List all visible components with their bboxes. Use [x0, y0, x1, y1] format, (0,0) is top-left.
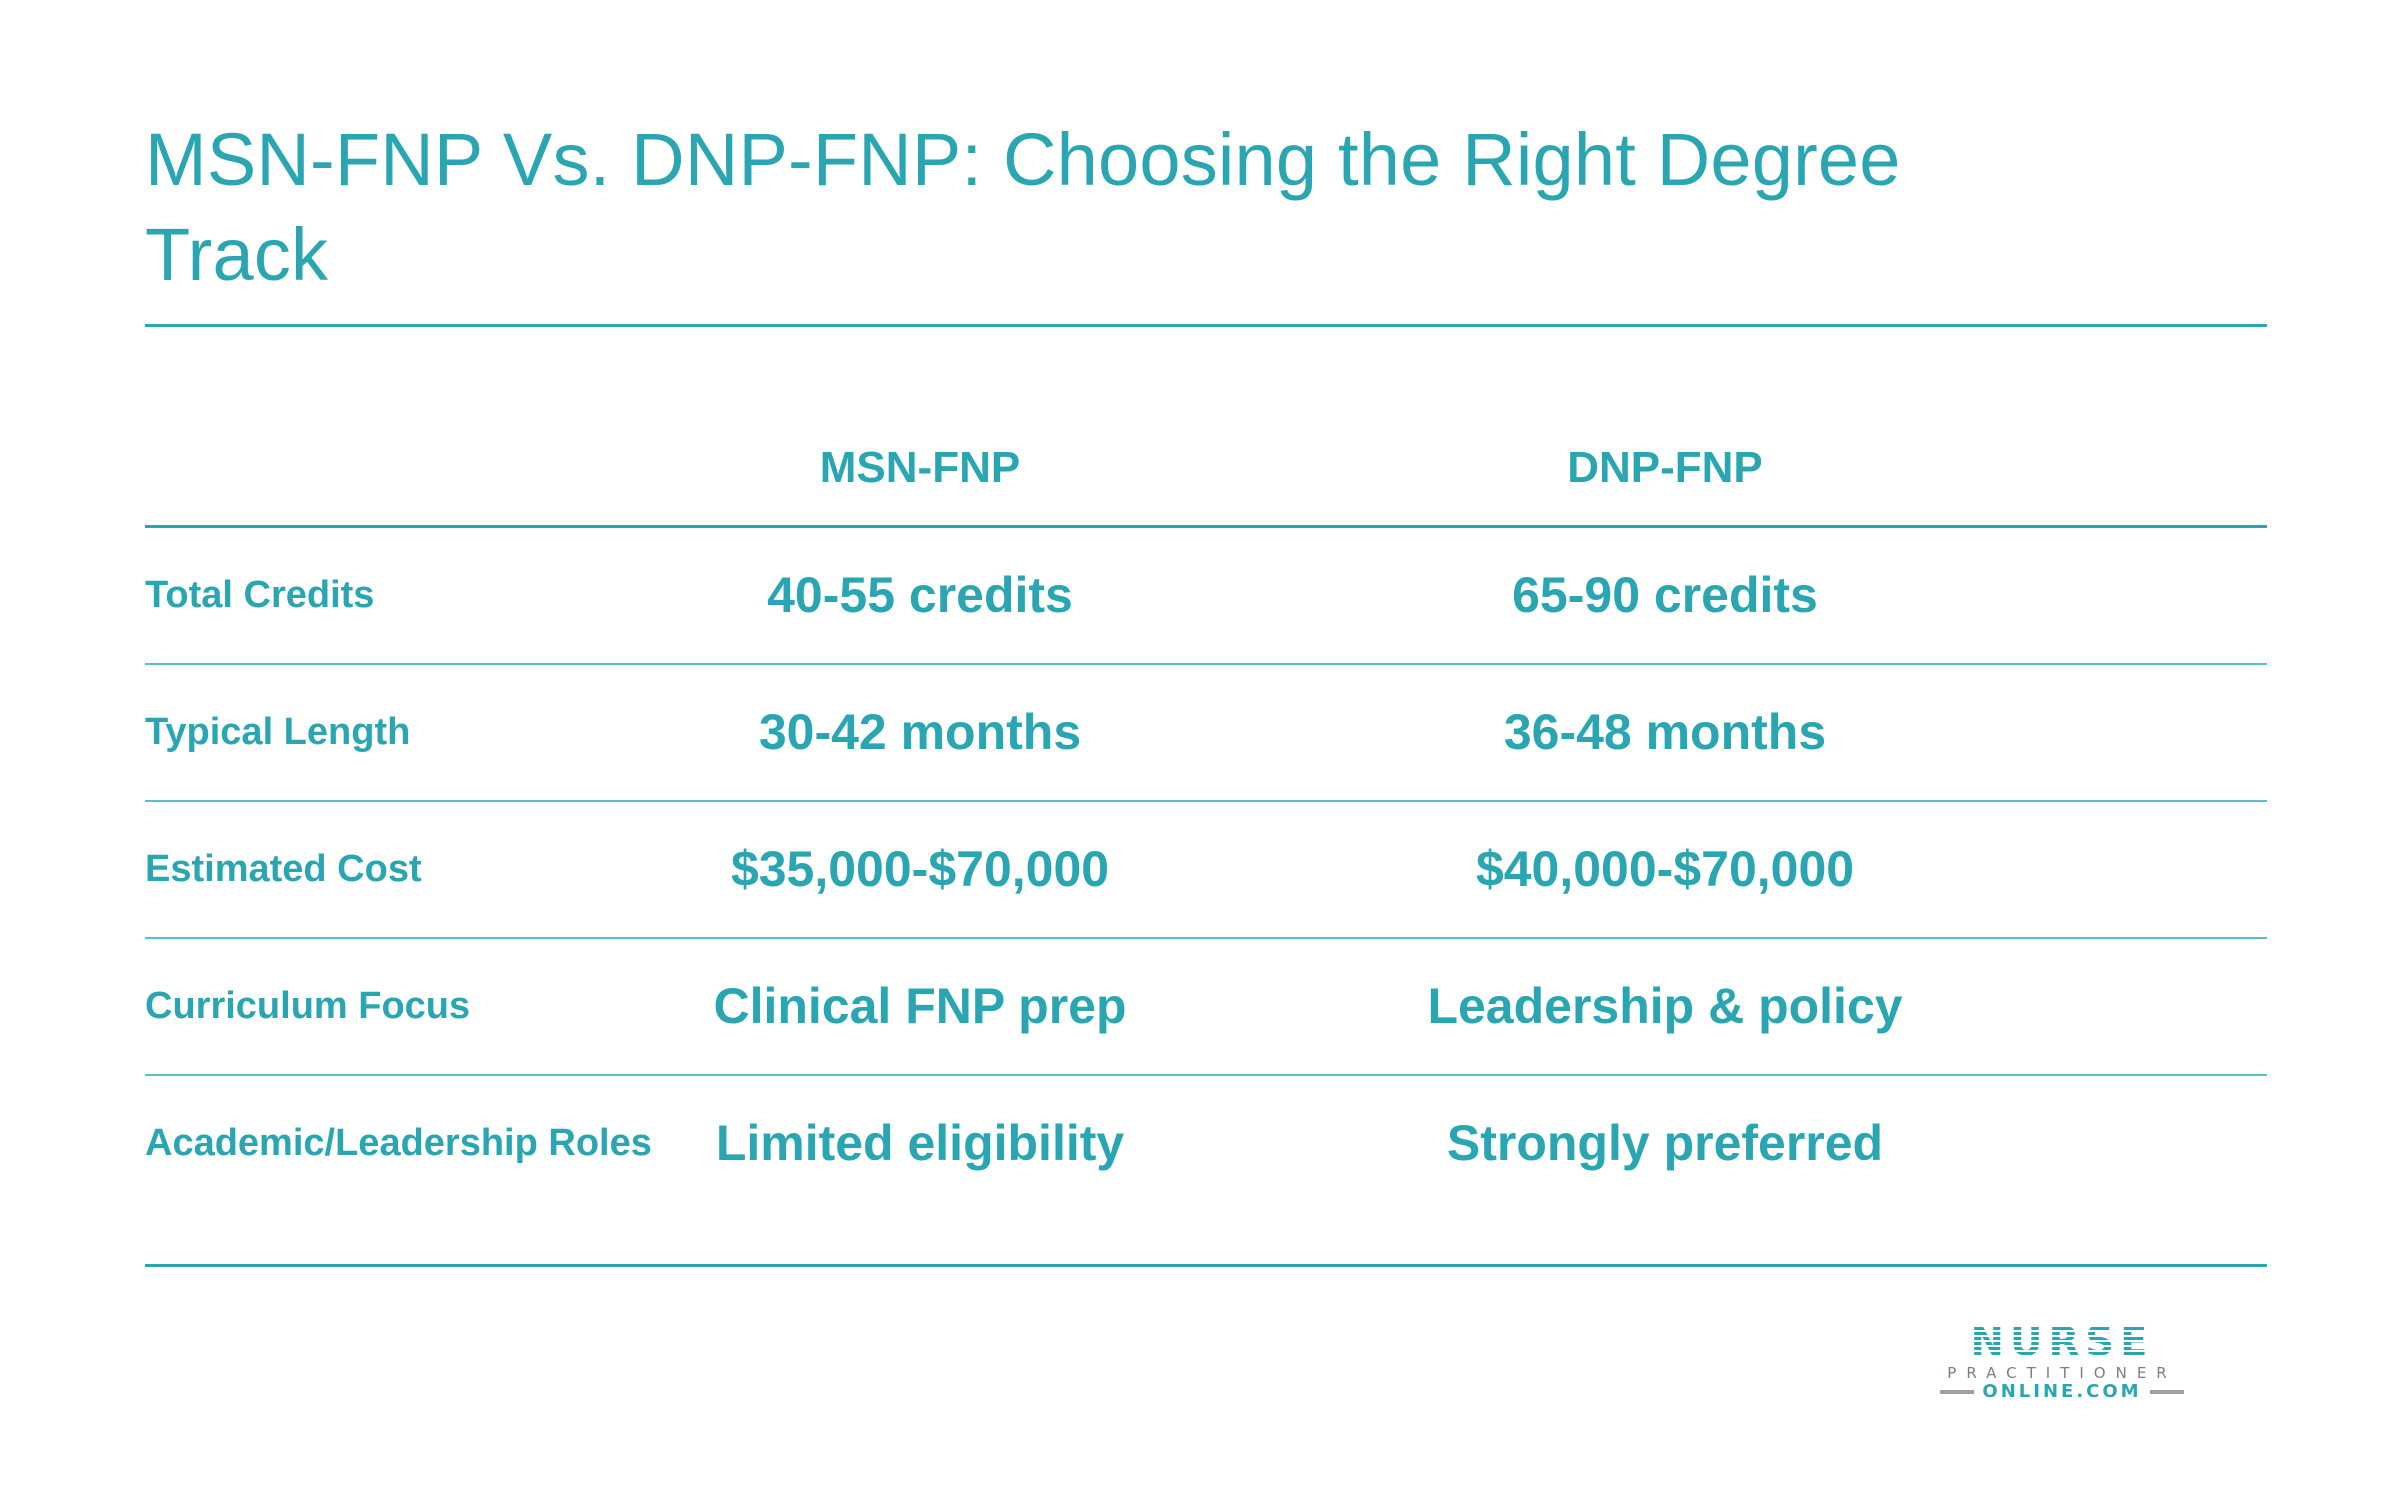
cell-msn-total-credits: 40-55 credits [767, 567, 1073, 623]
cell-msn-academic-leadership-roles: Limited eligibility [715, 1115, 1125, 1171]
table-bottom-divider [145, 1264, 2267, 1267]
logo-right-bar [2149, 1390, 2184, 1394]
site-logo: NURSE PRACTITIONER ONLINE.COM [1917, 1322, 2207, 1402]
table-header-row: MSN-FNP DNP-FNP [145, 420, 2267, 528]
row-label-estimated-cost: Estimated Cost [145, 848, 422, 890]
row-label-total-credits: Total Credits [145, 574, 375, 616]
cell-dnp-curriculum-focus: Leadership & policy [1427, 978, 1903, 1034]
cell-dnp-academic-leadership-roles: Strongly preferred [1446, 1115, 1884, 1171]
cell-msn-estimated-cost: $35,000-$70,000 [730, 841, 1110, 897]
logo-wordmark: NURSE [1917, 1322, 2207, 1362]
logo-left-bar [1940, 1390, 1975, 1394]
logo-site-text: ONLINE.COM [1982, 1381, 2142, 1402]
column-header-dnp-fnp: DNP-FNP [1567, 443, 1763, 492]
row-label-curriculum-focus: Curriculum Focus [145, 985, 471, 1027]
logo-site-line: ONLINE.COM [1917, 1382, 2207, 1402]
row-label-academic-leadership-roles: Academic/Leadership Roles [145, 1122, 652, 1164]
table-row: Academic/Leadership Roles Limited eligib… [145, 1076, 2267, 1211]
cell-msn-typical-length: 30-42 months [758, 704, 1082, 760]
comparison-page: MSN-FNP Vs. DNP-FNP: Choosing the Right … [145, 0, 2267, 1500]
cell-dnp-total-credits: 65-90 credits [1512, 567, 1818, 623]
table-row: Estimated Cost $35,000-$70,000 $40,000-$… [145, 802, 2267, 939]
page-title: MSN-FNP Vs. DNP-FNP: Choosing the Right … [145, 118, 1901, 296]
cell-msn-curriculum-focus: Clinical FNP prep [713, 978, 1127, 1034]
table-row: Curriculum Focus Clinical FNP prep Leade… [145, 939, 2267, 1076]
title-divider [145, 324, 2267, 327]
table-row: Typical Length 30-42 months 36-48 months [145, 665, 2267, 802]
cell-dnp-typical-length: 36-48 months [1503, 704, 1827, 760]
table-row: Total Credits 40-55 credits 65-90 credit… [145, 528, 2267, 665]
logo-subtitle: PRACTITIONER [1947, 1364, 2177, 1382]
row-label-typical-length: Typical Length [145, 711, 411, 753]
column-header-msn-fnp: MSN-FNP [819, 443, 1021, 492]
cell-dnp-estimated-cost: $40,000-$70,000 [1475, 841, 1855, 897]
comparison-table: MSN-FNP DNP-FNP Total Credits 40-55 cred… [145, 420, 2267, 1211]
